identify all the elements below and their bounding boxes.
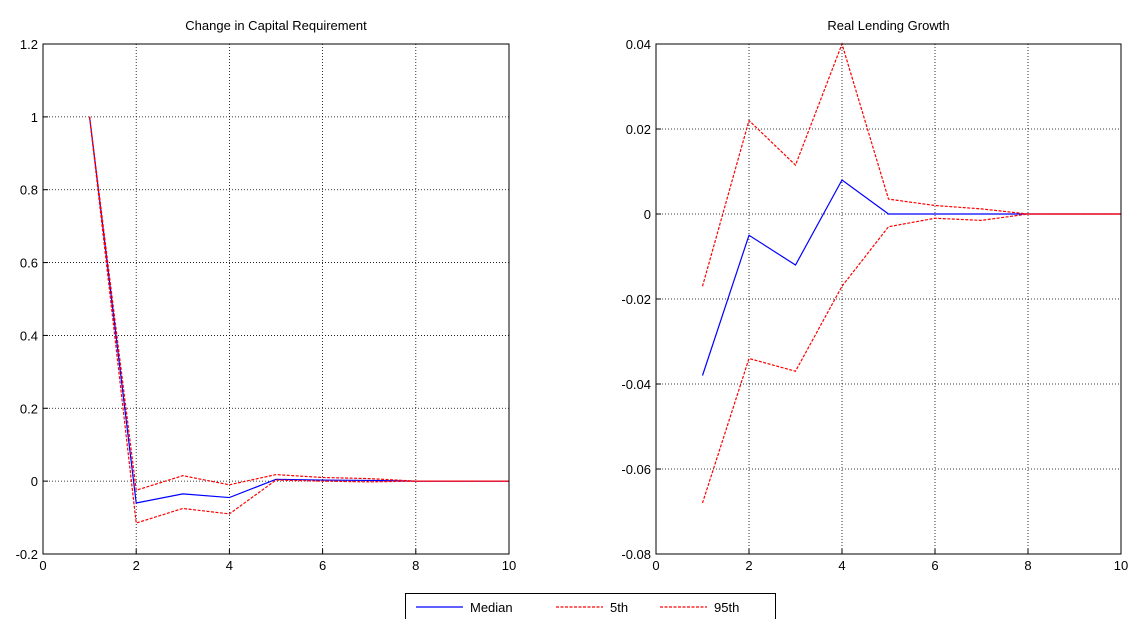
data-line bbox=[89, 116, 509, 492]
data-line bbox=[89, 116, 509, 524]
x-tick-label: 6 bbox=[931, 558, 938, 573]
y-tick-label: 1.2 bbox=[20, 37, 38, 52]
legend-box bbox=[405, 593, 776, 619]
x-tick-label: 10 bbox=[1114, 558, 1128, 573]
chart-title: Change in Capital Requirement bbox=[185, 18, 367, 33]
y-tick-label: 0.4 bbox=[20, 328, 38, 343]
y-tick-label: 0 bbox=[644, 207, 651, 222]
y-tick-label: -0.02 bbox=[621, 292, 651, 307]
legend-label: 95th bbox=[714, 600, 739, 615]
y-tick-label: 0.02 bbox=[626, 122, 651, 137]
x-tick-label: 2 bbox=[745, 558, 752, 573]
x-tick-label: 10 bbox=[502, 558, 516, 573]
y-tick-label: -0.04 bbox=[621, 377, 651, 392]
data-line bbox=[701, 42, 1121, 287]
y-tick-label: 0.8 bbox=[20, 183, 38, 198]
y-tick-label: 1 bbox=[31, 110, 38, 125]
x-tick-label: 4 bbox=[838, 558, 845, 573]
x-tick-label: 8 bbox=[412, 558, 419, 573]
legend-label: 5th bbox=[610, 600, 628, 615]
axes-frame bbox=[42, 43, 510, 555]
axes-frame bbox=[655, 43, 1122, 555]
x-tick-label: 6 bbox=[319, 558, 326, 573]
y-tick-label: -0.06 bbox=[621, 462, 651, 477]
y-tick-label: 0.6 bbox=[20, 256, 38, 271]
x-tick-label: 0 bbox=[652, 558, 659, 573]
data-line bbox=[701, 213, 1121, 504]
y-tick-label: 0 bbox=[31, 474, 38, 489]
y-tick-label: 0.04 bbox=[626, 37, 651, 52]
x-tick-label: 8 bbox=[1024, 558, 1031, 573]
y-tick-label: -0.2 bbox=[16, 547, 38, 562]
legend-label: Median bbox=[470, 600, 513, 615]
x-tick-label: 0 bbox=[39, 558, 46, 573]
chart-title: Real Lending Growth bbox=[827, 18, 949, 33]
plot-area bbox=[43, 44, 509, 554]
x-tick-label: 2 bbox=[133, 558, 140, 573]
x-tick-label: 4 bbox=[226, 558, 233, 573]
y-tick-label: 0.2 bbox=[20, 401, 38, 416]
y-tick-label: -0.08 bbox=[621, 547, 651, 562]
